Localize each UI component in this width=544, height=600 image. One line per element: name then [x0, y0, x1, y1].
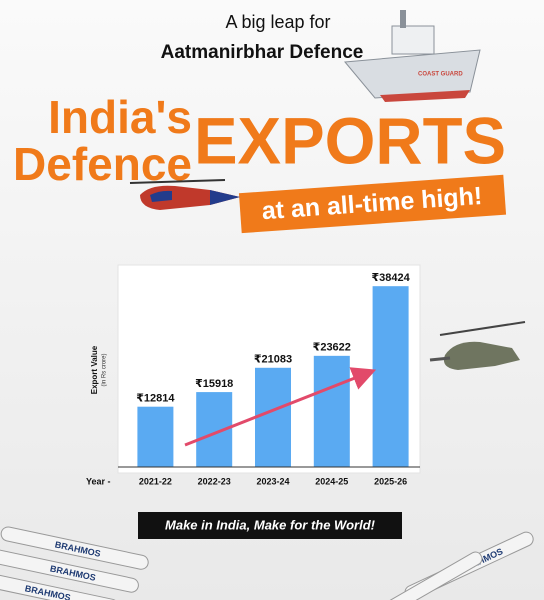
value-label: ₹38424 — [371, 272, 410, 284]
value-label: ₹23622 — [313, 342, 351, 354]
bar-chart: 2021-22 ₹12814 2022-23 ₹15918 2023-24 ₹21083 2… — [136, 272, 410, 486]
bar — [255, 367, 291, 467]
kicker: A big leap for — [225, 12, 330, 32]
y-axis-label: Export Value — [90, 345, 99, 394]
x-tick-label: 2024-25 — [315, 476, 348, 486]
banner: at an all-time high! — [238, 174, 507, 234]
subtitle: Aatmanirbhar Defence — [161, 42, 364, 63]
x-tick-label: 2022-23 — [198, 476, 231, 486]
title-big: EXPORTS — [194, 103, 506, 177]
bar — [313, 355, 350, 467]
slogan: Make in India, Make for the World! — [165, 517, 376, 532]
x-tick-label: 2021-22 — [139, 476, 172, 486]
value-label: ₹15918 — [195, 378, 233, 390]
helicopter-left — [129, 179, 240, 210]
x-axis-label: Year - — [86, 476, 111, 486]
slogan-box — [138, 512, 402, 539]
bar — [372, 286, 409, 467]
trend-arrow — [184, 367, 377, 447]
banner-box — [238, 174, 507, 234]
helicopter-right — [429, 321, 526, 370]
x-tick-label: 2023-24 — [256, 476, 289, 486]
title-line1: India's — [48, 91, 192, 143]
y-axis-unit: (in Rs crore) — [102, 353, 108, 386]
missiles-left: BRAHMOS BRAHMOS BRAHMOS — [0, 526, 149, 600]
ship-label: COAST GUARD — [418, 72, 463, 78]
bar — [137, 406, 174, 467]
ship-illustration: COAST GUARD — [344, 10, 481, 102]
value-label: ₹21083 — [254, 354, 292, 366]
x-tick-label: 2025-26 — [374, 476, 407, 486]
value-label: ₹12814 — [136, 393, 175, 405]
